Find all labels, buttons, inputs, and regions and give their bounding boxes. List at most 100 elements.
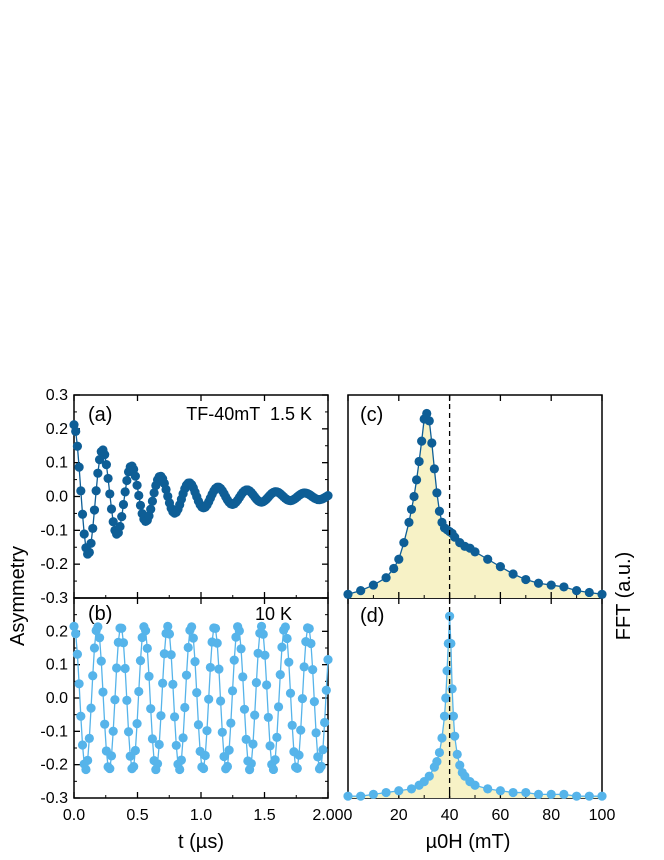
data-point-b bbox=[123, 727, 134, 737]
fft-point-c bbox=[406, 504, 417, 515]
x-tick-label-b: 1.5 bbox=[253, 807, 275, 824]
data-point-b bbox=[227, 686, 238, 696]
fft-point-d bbox=[521, 787, 531, 798]
data-point-a bbox=[106, 504, 117, 514]
fft-point-c bbox=[427, 438, 437, 448]
data-point-b bbox=[122, 695, 132, 705]
data-point-b bbox=[86, 703, 96, 713]
data-point-b bbox=[224, 745, 234, 755]
data-point-a bbox=[91, 486, 101, 496]
data-point-b bbox=[96, 656, 106, 666]
y-tick-label-a: -0.1 bbox=[40, 522, 68, 539]
fft-point-d bbox=[356, 791, 366, 801]
data-point-b bbox=[180, 702, 190, 713]
data-point-b bbox=[219, 751, 229, 762]
data-point-b bbox=[93, 622, 103, 632]
x-tick-label-b: 2.00 bbox=[312, 807, 343, 824]
data-point-b bbox=[74, 679, 84, 689]
data-point-b bbox=[110, 695, 120, 705]
data-point-b bbox=[112, 663, 122, 673]
data-point-b bbox=[72, 649, 83, 659]
data-point-b bbox=[229, 655, 239, 665]
fft-point-c bbox=[521, 574, 531, 585]
data-point-b bbox=[241, 734, 251, 744]
data-point-b bbox=[193, 720, 204, 730]
data-point-b bbox=[171, 740, 181, 751]
fft-point-d bbox=[470, 780, 480, 790]
data-point-b bbox=[285, 688, 296, 698]
fft-point-c bbox=[597, 589, 607, 599]
data-point-b bbox=[84, 733, 94, 743]
data-point-b bbox=[137, 632, 147, 643]
panel-d-frame bbox=[347, 597, 603, 799]
y-tick-label-b: 0.1 bbox=[46, 657, 68, 674]
data-point-b bbox=[76, 711, 86, 721]
data-point-a bbox=[84, 547, 94, 557]
data-point-a bbox=[74, 462, 84, 472]
data-point-b bbox=[282, 633, 292, 644]
fft-area-fill-c bbox=[348, 413, 602, 598]
fft-point-c bbox=[404, 517, 414, 527]
data-point-a bbox=[76, 486, 86, 496]
fft-line-c bbox=[347, 411, 603, 595]
fft-point-c bbox=[389, 563, 399, 574]
data-point-b bbox=[251, 678, 261, 688]
data-point-b bbox=[156, 711, 166, 721]
fft-point-d bbox=[406, 784, 417, 794]
fft-point-d bbox=[546, 789, 556, 799]
fft-point-d bbox=[447, 684, 457, 694]
fft-point-c bbox=[368, 580, 378, 590]
x-axis-label-right: µ0H (mT) bbox=[426, 831, 511, 853]
data-point-b bbox=[158, 678, 168, 688]
x-tick-label-d: 100 bbox=[589, 807, 616, 824]
data-point-b bbox=[284, 657, 294, 667]
data-point-b bbox=[94, 633, 105, 643]
data-point-a bbox=[105, 489, 115, 499]
data-point-b bbox=[187, 622, 197, 632]
data-point-b bbox=[272, 732, 282, 742]
data-point-b bbox=[287, 720, 297, 730]
x-tick-label-b: 1.0 bbox=[190, 807, 212, 824]
fft-point-c bbox=[417, 436, 427, 446]
fft-point-d bbox=[442, 666, 452, 676]
fft-point-c bbox=[424, 416, 434, 426]
data-point-b bbox=[270, 755, 280, 765]
data-point-b bbox=[204, 694, 214, 704]
data-point-b bbox=[98, 687, 108, 697]
x-tick-label-d: 80 bbox=[542, 807, 560, 824]
data-point-b bbox=[210, 623, 221, 634]
data-point-a bbox=[135, 500, 146, 510]
data-point-b bbox=[132, 719, 142, 729]
data-point-b bbox=[280, 622, 290, 632]
fft-point-c bbox=[495, 562, 505, 572]
data-point-b bbox=[256, 621, 267, 631]
data-point-b bbox=[214, 664, 224, 674]
data-point-a bbox=[77, 509, 88, 519]
fft-point-d bbox=[584, 791, 594, 801]
data-point-a bbox=[134, 490, 144, 501]
data-point-a bbox=[86, 538, 96, 548]
fft-point-c bbox=[434, 506, 445, 516]
fft-line-d bbox=[348, 616, 602, 797]
data-point-a bbox=[117, 511, 127, 522]
data-point-b bbox=[89, 643, 100, 653]
fft-point-c bbox=[483, 554, 493, 564]
fft-point-c bbox=[432, 488, 442, 498]
fft-point-c bbox=[343, 589, 353, 599]
data-point-b bbox=[309, 696, 319, 707]
data-point-a bbox=[101, 460, 111, 470]
data-point-a bbox=[122, 475, 132, 486]
data-point-b bbox=[239, 704, 250, 714]
fft-point-c bbox=[559, 582, 569, 592]
data-point-b bbox=[294, 750, 304, 760]
fft-point-c bbox=[470, 547, 480, 557]
fft-point-d bbox=[343, 791, 353, 801]
data-point-a bbox=[130, 471, 140, 481]
data-point-b bbox=[117, 623, 127, 633]
fft-point-c bbox=[411, 475, 422, 485]
data-point-b bbox=[318, 745, 328, 755]
data-point-b bbox=[108, 726, 118, 736]
panel-a-label: (a) bbox=[88, 404, 112, 426]
data-point-b bbox=[175, 764, 185, 775]
fft-point-d bbox=[450, 731, 460, 741]
